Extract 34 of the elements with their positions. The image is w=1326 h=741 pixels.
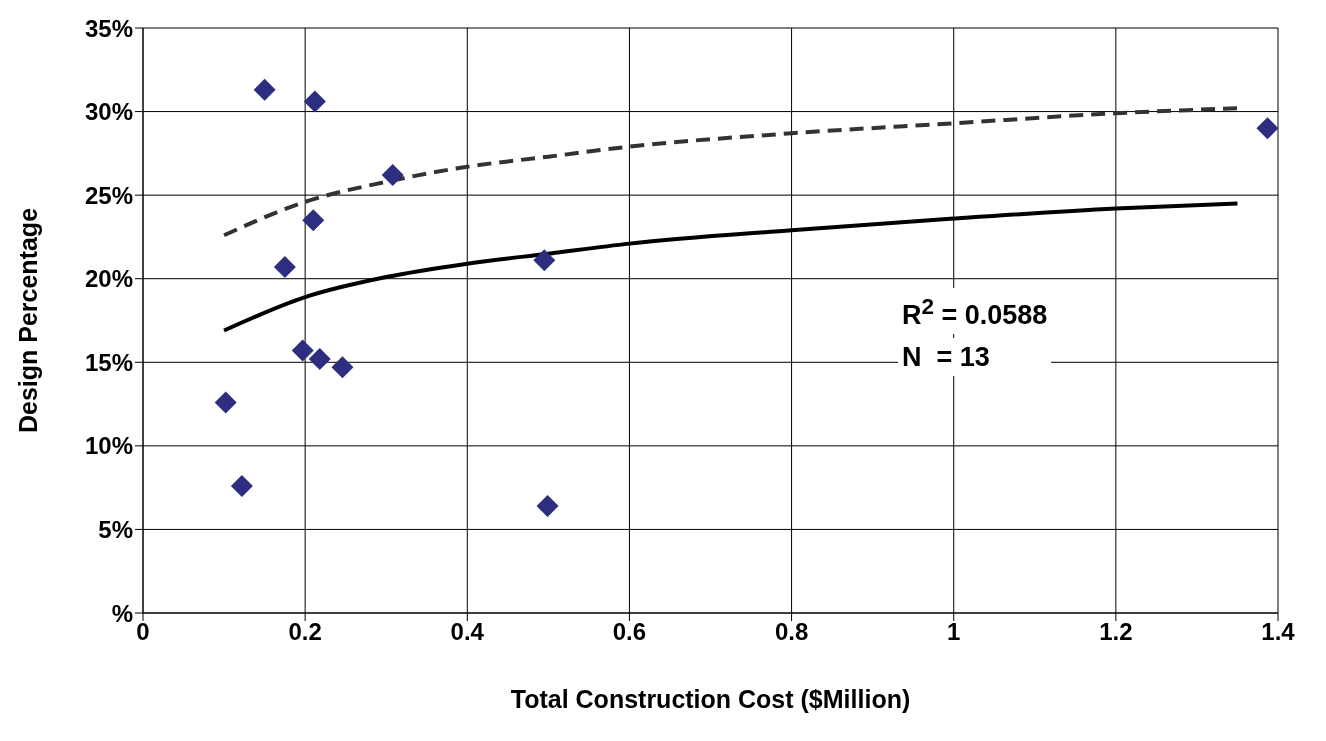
y-tick-label: 20% — [84, 265, 133, 293]
x-tick-label: 1.4 — [1261, 618, 1296, 646]
point — [303, 90, 326, 113]
point — [273, 256, 296, 279]
annotation: R$^{2}$ = 0.0588 — [898, 288, 1052, 334]
point — [253, 78, 276, 101]
point — [302, 209, 325, 232]
x-tick-label: 1.2 — [1099, 618, 1133, 646]
annotation: N = 13 — [898, 338, 1052, 376]
y-tick-label: 15% — [84, 348, 133, 376]
y-tick-label: 5% — [98, 515, 133, 543]
y-tick-label: % — [111, 599, 133, 627]
point — [331, 356, 354, 379]
y-tick-label: 30% — [84, 98, 133, 126]
x-axis-title: Total Construction Cost ($Million) — [510, 685, 911, 713]
x-tick-label: 0.8 — [774, 618, 809, 646]
x-tick-label: 0.4 — [450, 618, 485, 646]
point — [308, 347, 331, 370]
point — [381, 164, 404, 187]
point — [533, 249, 556, 272]
point — [536, 495, 559, 518]
x-tick-label: 0.6 — [612, 618, 647, 646]
y-tick-label: 35% — [84, 14, 133, 42]
x-tick-label: 0.2 — [288, 618, 322, 646]
point — [1256, 117, 1278, 140]
y-tick-label: 25% — [84, 181, 133, 209]
point — [291, 339, 314, 362]
point — [214, 391, 237, 414]
point — [230, 474, 253, 497]
y-axis-title: Design Percentage — [13, 207, 42, 434]
line-series — [222, 106, 1240, 238]
y-tick-label: 10% — [84, 432, 133, 460]
x-tick-label: 0 — [136, 618, 150, 646]
x-tick-label: 1 — [947, 618, 961, 646]
